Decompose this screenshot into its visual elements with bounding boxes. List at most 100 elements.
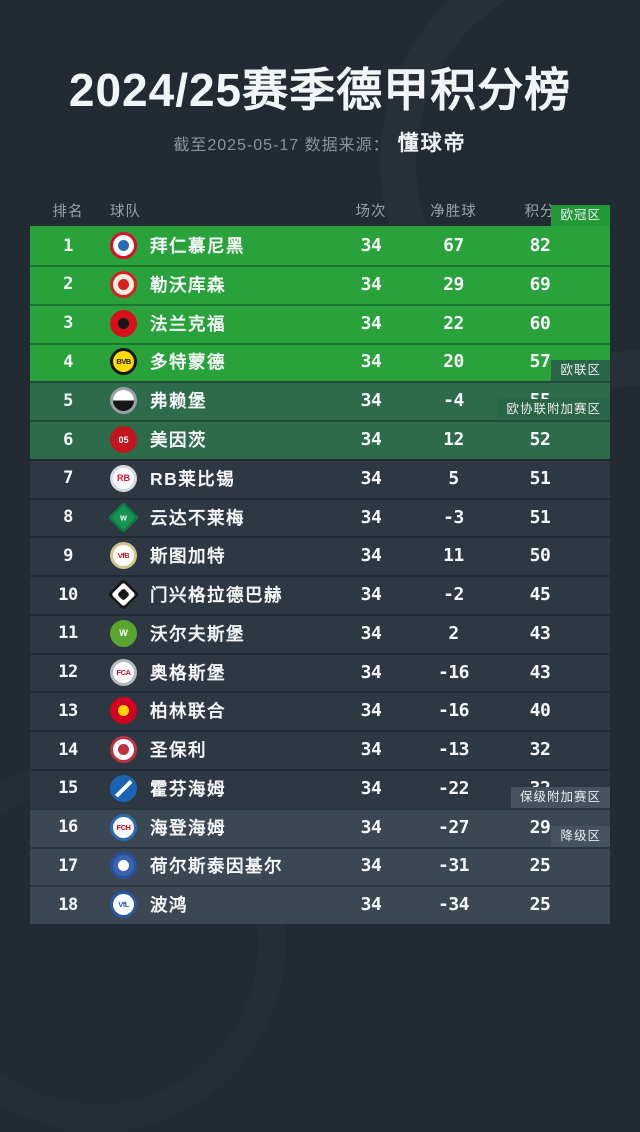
points-cell: 51 [529,506,551,528]
team-logo-inner [113,467,134,489]
team-logo [110,852,137,880]
zone-tag-champions-league: 欧冠区 [551,205,610,227]
rank-cell: 15 [58,778,78,799]
goal-diff-cell: 29 [443,273,464,295]
played-cell: 34 [360,390,382,412]
col-header-points: 积分 [524,203,556,220]
team-cell: W 沃尔夫斯堡 [106,619,331,647]
team-logo: BVB [110,348,137,376]
goal-diff-cell: -16 [437,661,470,683]
rank-cell: 10 [58,584,78,605]
team-logo-text: W [119,628,128,639]
team-logo-inner [113,351,134,373]
goal-diff-cell: -34 [437,894,470,916]
played-cell: 34 [360,467,382,489]
team-logo [110,387,137,415]
team-logo: W [110,619,137,647]
team-logo-text: RB [117,473,130,484]
rank-cell: 7 [63,468,73,489]
team-cell: 荷尔斯泰因基尔 [106,852,331,880]
goal-diff-cell: -3 [443,506,464,528]
team-name: 多特蒙德 [150,352,226,373]
goal-diff-cell: 22 [443,312,464,334]
col-header-goal-diff: 净胜球 [430,203,477,220]
team-cell: VfL 波鸿 [106,891,331,919]
team-logo [110,309,137,337]
team-logo-inner [113,661,134,683]
points-cell: 43 [529,661,551,683]
rank-cell: 11 [58,623,78,644]
team-cell: W 云达不莱梅 [106,501,331,533]
team-name: 柏林联合 [150,701,226,722]
team-name: 勒沃库森 [150,274,226,295]
points-cell: 51 [529,467,551,489]
zone-tag-europa-league: 欧联区 [551,360,610,382]
points-cell: 45 [529,584,551,606]
rank-cell: 9 [63,545,73,566]
team-name: 斯图加特 [150,546,226,567]
team-name: 奥格斯堡 [150,662,226,683]
team-cell: 霍芬海姆 [106,774,331,802]
team-name: 海登海姆 [150,817,226,838]
team-logo-text: BVB [116,357,131,367]
team-cell: FCH 海登海姆 [106,813,331,841]
goal-diff-cell: 12 [443,429,464,450]
team-name: 美因茨 [150,430,207,450]
table-row: 16 FCH 海登海姆 34 -27 29 [30,807,610,847]
table-header: 排名 球队 场次 净胜球 积分 [30,194,610,226]
team-logo-inner [113,390,134,412]
team-cell: 柏林联合 [106,697,331,725]
team-name: 圣保利 [150,740,207,761]
team-name: 弗赖堡 [150,391,207,412]
page-title: 2024/25赛季德甲积分榜 [68,64,572,116]
points-cell: 60 [529,312,551,334]
points-cell: 82 [529,235,551,257]
team-logo: VfB [110,542,137,570]
team-logo: RB [110,464,137,492]
team-logo-inner [113,622,134,644]
table-row: 18 VfL 波鸿 34 -34 25 [30,885,610,925]
zone-tag-relegation: 降级区 [551,825,610,847]
team-cell: 门兴格拉德巴赫 [106,578,331,611]
table-row: 12 FCA 奥格斯堡 34 -16 43 [30,652,610,692]
team-logo-inner [113,429,134,450]
team-logo-text: VfL [118,900,129,910]
team-name: 法兰克福 [150,313,226,334]
team-logo-inner [113,894,134,916]
played-cell: 34 [360,661,382,683]
played-cell: 34 [360,894,382,916]
team-name: 拜仁慕尼黑 [150,236,245,257]
team-cell: 拜仁慕尼黑 [106,232,331,260]
standings-rows: 1 拜仁慕尼黑 34 67 82 2 勒沃库森 34 29 69 3 法兰克福 34 22 60 4 BVB 多特… [30,205,610,925]
goal-diff-cell: -13 [437,739,470,761]
played-cell: 34 [360,429,382,450]
team-name: 门兴格拉德巴赫 [150,585,283,606]
goal-diff-cell: -4 [443,390,464,412]
points-cell: 40 [529,700,551,722]
points-cell: 52 [529,429,551,450]
team-logo: FCA [110,658,137,686]
rank-cell: 13 [58,700,78,721]
table-row: 10 门兴格拉德巴赫 34 -2 45 [30,575,610,614]
played-cell: 34 [360,545,382,567]
team-logo [110,697,137,725]
team-logo [110,774,137,802]
rank-cell: 5 [63,390,73,411]
table-row: 4 BVB 多特蒙德 34 20 57 [30,342,610,382]
team-logo-text: FCA [116,667,131,677]
team-logo-core [118,278,129,290]
rank-cell: 12 [58,662,78,683]
goal-diff-cell: 2 [448,622,459,644]
rank-cell: 18 [58,894,78,915]
team-cell: 圣保利 [106,736,331,764]
played-cell: 34 [360,351,382,373]
goal-diff-cell: 5 [448,467,459,489]
col-header-team: 球队 [110,203,141,220]
played-cell: 34 [360,816,382,838]
played-cell: 34 [360,584,382,606]
points-cell: 29 [529,816,551,838]
table-row: 17 荷尔斯泰因基尔 34 -31 25 [30,846,610,886]
team-cell: 弗赖堡 [106,387,331,415]
team-logo-inner [113,816,134,838]
team-name: RB莱比锡 [150,468,236,489]
